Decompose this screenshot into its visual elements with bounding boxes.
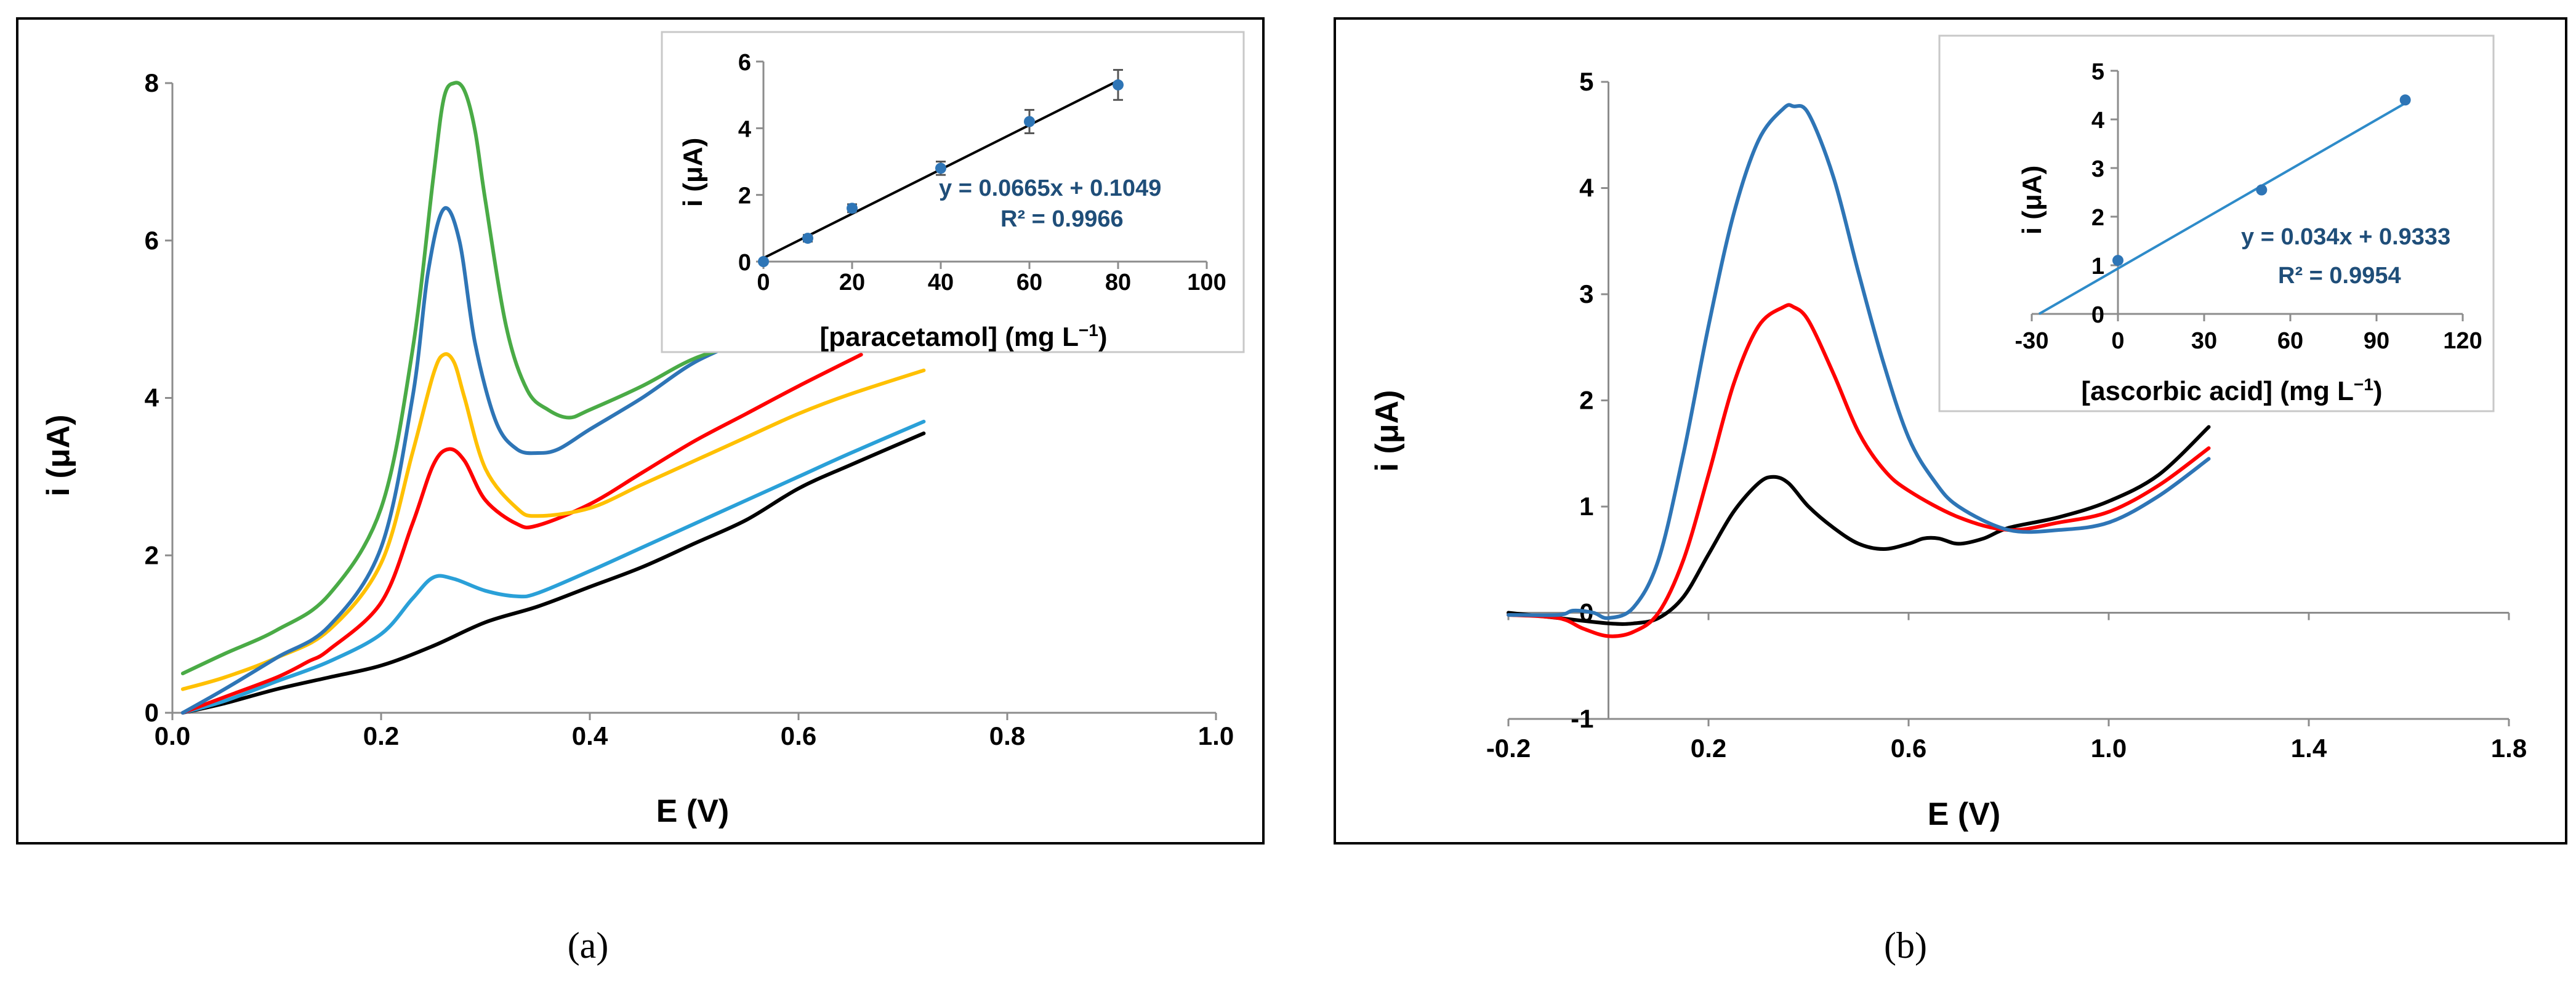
panel-a-inset-data-point	[847, 203, 858, 214]
panel-a-fit-equation: y = 0.0665x + 0.1049	[939, 175, 1161, 201]
panel-a-inset-data-point	[758, 256, 769, 267]
panel-b: -0.2 0.2 0.6 1.0 1.4 1.8 -1 0 1 2 3 4 5 E (V) i (μA)…	[1334, 17, 2567, 966]
panel-b-y-tick-label: 3	[1579, 279, 1593, 308]
panel-b-frame	[1334, 17, 2567, 845]
panel-a-inset-y-tick-label: 4	[738, 116, 751, 142]
panel-b-inset-data-point	[2256, 184, 2268, 196]
panel-a-frame	[16, 17, 1265, 845]
panel-b-series-red	[1507, 303, 2211, 638]
panel-b-x-tick-label: 0.6	[1891, 734, 1926, 763]
panel-a-inset-x-tick-label: 40	[928, 270, 954, 295]
panel-a-plot-area: 0.0 0.2 0.4 0.6 0.8 1.0 0 2 4 6 8	[145, 68, 1234, 750]
panel-b-fit-equation: y = 0.034x + 0.9333	[2241, 224, 2450, 250]
panel-a-inset-data-point	[802, 233, 813, 244]
panel-b-inset-x-tick-label: 120	[2443, 328, 2482, 354]
panel-b-inset-data-point	[2399, 94, 2411, 106]
panel-a-series-black	[180, 431, 926, 715]
panel-a-inset-y-tick-label: 6	[738, 50, 751, 76]
panel-b-inset-data-point	[2112, 255, 2123, 267]
panel-b-y-tick-label: 5	[1579, 67, 1593, 96]
panel-a-x-tick-label: 0.6	[781, 721, 816, 750]
panel-a-y-tick-label: 2	[145, 540, 159, 569]
panel-a-inset-y-tick-label: 2	[738, 183, 751, 209]
panel-a-inset-xlabel: [paracetamol] (mg L−1)	[819, 321, 1107, 352]
panel-a-inset-y-tick-label: 0	[738, 250, 751, 276]
panel-b-x-tick-label: 1.4	[2291, 734, 2327, 763]
panel-b-inset-ylabel: i (μA)	[2017, 166, 2047, 235]
panel-a-inset-data-point	[1113, 79, 1124, 90]
panel-b-inset-x-tick-label: 90	[2364, 328, 2389, 354]
panel-b-inset-x-tick-label: 30	[2191, 328, 2217, 354]
panel-a-caption: (a)	[568, 925, 609, 966]
panel-a-y-tick-label: 4	[145, 383, 159, 412]
panel-b-inset-plot: -30 0 30 60 90 120 0 1 2 3 4 5	[2015, 59, 2482, 354]
panel-b-caption: (b)	[1884, 925, 1927, 966]
panel-a-inset-x-tick-label: 100	[1187, 270, 1226, 295]
panel-b-inset-fit-line	[2038, 102, 2406, 315]
panel-a-inset-data-point	[1024, 116, 1035, 127]
panel-a-series-yellow	[180, 352, 926, 691]
panel-a-inset-ylabel: i (μA)	[678, 138, 708, 207]
panel-a-ylabel: i (μA)	[41, 415, 76, 497]
panel-b-xlabel: E (V)	[1928, 796, 2000, 832]
panel-b-x-tick-label: 0.2	[1691, 734, 1726, 763]
panel-b-series-black	[1507, 425, 2211, 626]
panel-b-inset-y-tick-label: 1	[2091, 254, 2104, 279]
panel-a-x-tick-label: 0.4	[572, 721, 608, 750]
panel-b-inset-y-tick-label: 5	[2091, 59, 2104, 85]
panel-a-inset-x-tick-label: 20	[839, 270, 865, 295]
panel-a-inset-x-tick-label: 0	[757, 270, 770, 295]
panel-a-inset-data-point	[935, 162, 946, 174]
panel-b-x-tick-label: 1.8	[2491, 734, 2527, 763]
panel-b-inset-y-tick-label: 2	[2091, 205, 2104, 231]
panel-a-series-light-blue	[180, 419, 926, 715]
panel-b-inset-x-tick-label: 60	[2277, 328, 2303, 354]
panel-a-series-blue	[180, 206, 749, 715]
panel-b-series-blue	[1507, 103, 2211, 620]
panel-b-inset-xlabel: [ascorbic acid] (mg L−1)	[2081, 375, 2382, 406]
panel-b-inset-x-tick-label: 0	[2111, 328, 2124, 354]
panel-b-fit-r2: R² = 0.9954	[2278, 263, 2401, 289]
panel-a-inset-x-tick-label: 60	[1016, 270, 1042, 295]
panel-a-y-tick-label: 6	[145, 226, 159, 255]
panel-b-y-tick-label: 1	[1579, 492, 1593, 521]
panel-b-y-tick-label: -1	[1571, 704, 1593, 733]
panel-b-x-tick-label: -0.2	[1486, 734, 1531, 763]
panel-a-inset-frame	[661, 31, 1245, 353]
panel-a-xlabel: E (V)	[656, 793, 729, 829]
panel-b-inset-y-tick-label: 4	[2091, 108, 2104, 134]
panel-b-plot-area: -0.2 0.2 0.6 1.0 1.4 1.8 -1 0 1 2 3 4 5	[1486, 67, 2527, 763]
panel-b-y-tick-label: 4	[1579, 174, 1594, 203]
panel-b-inset-x-tick-label: -30	[2015, 328, 2049, 354]
panel-a-x-tick-label: 0.0	[155, 721, 190, 750]
panel-a-inset-plot: 0 20 40 60 80 100 0 2 4 6	[738, 50, 1226, 295]
panel-a-y-tick-label: 8	[145, 68, 159, 97]
panel-a-inset-x-tick-label: 80	[1105, 270, 1131, 295]
panel-a-x-tick-label: 0.2	[363, 721, 399, 750]
panel-a-series-red	[180, 353, 863, 715]
panel-a-x-tick-label: 1.0	[1198, 721, 1234, 750]
panel-a-fit-r2: R² = 0.9966	[1000, 206, 1124, 232]
panel-b-ylabel: i (μA)	[1369, 390, 1405, 472]
panel-b-x-tick-label: 1.0	[2091, 734, 2127, 763]
panel-a-series-green	[180, 81, 749, 676]
panel-b-y-tick-label: 2	[1579, 386, 1593, 415]
panel-a-y-tick-label: 0	[145, 698, 159, 727]
panel-b-inset-y-tick-label: 3	[2091, 156, 2104, 182]
panel-a-x-tick-label: 0.8	[989, 721, 1025, 750]
panel-b-inset-y-tick-label: 0	[2091, 302, 2104, 328]
